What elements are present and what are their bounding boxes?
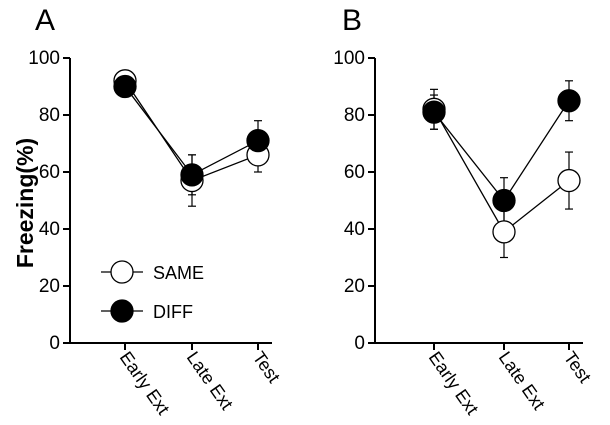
legend-label: SAME <box>153 263 204 283</box>
y-tick-label: 0 <box>354 333 365 354</box>
x-tick-label: Early Ext <box>116 348 174 418</box>
series-line-diff <box>433 100 570 202</box>
x-tick-label: Test <box>249 348 284 387</box>
data-point-same <box>492 220 516 244</box>
y-tick-label: 80 <box>344 105 365 126</box>
y-tick-label: 0 <box>49 333 60 354</box>
panel-label: B <box>342 4 362 37</box>
panel-b: B 0 20 40 60 80 100 Early Ext Late Ext Test <box>333 4 595 418</box>
y-axis-label: Freezing(%) <box>12 138 38 268</box>
legend-marker <box>110 260 134 284</box>
y-tick-label: 20 <box>344 276 365 297</box>
legend-marker <box>110 299 134 323</box>
legend-label: DIFF <box>153 302 193 322</box>
y-tick-label: 100 <box>333 48 365 69</box>
y-tick-label: 40 <box>39 219 60 240</box>
y-tick-label: 80 <box>39 105 60 126</box>
y-tick-label: 100 <box>28 48 60 69</box>
x-tick-label: Early Ext <box>425 348 483 418</box>
y-tick-label: 60 <box>344 162 365 183</box>
x-tick-label: Late Ext <box>495 348 549 414</box>
panel-label: A <box>35 4 55 37</box>
data-point-diff <box>557 89 581 113</box>
data-point-same <box>557 168 581 193</box>
panel-a: A 0 20 40 60 80 100 Early Ext Late Ext Test <box>28 4 284 418</box>
data-point-diff <box>422 100 446 124</box>
data-point-diff <box>113 74 137 99</box>
data-point-diff <box>246 128 270 153</box>
y-tick-label: 60 <box>39 162 60 183</box>
data-point-diff <box>492 188 516 213</box>
legend: SAME DIFF <box>101 260 204 323</box>
series-line-same <box>433 108 570 233</box>
y-tick-label: 40 <box>344 219 365 240</box>
y-tick-label: 20 <box>39 276 60 297</box>
data-point-diff <box>180 163 204 187</box>
x-tick-label: Test <box>560 348 595 387</box>
x-tick-label: Late Ext <box>183 348 237 414</box>
